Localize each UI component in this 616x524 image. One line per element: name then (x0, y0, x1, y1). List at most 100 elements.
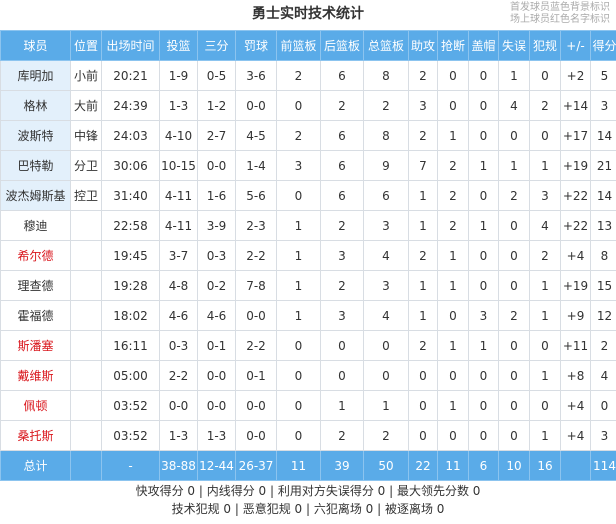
stat-cell: 03:52 (101, 390, 160, 421)
stat-cell: +4 (560, 390, 591, 421)
table-row: 穆迪 22:58 4-11 3-9 2-3 1 2 3 1 2 1 0 4 +22 13 (0, 210, 616, 241)
stat-cell: 0 (468, 270, 499, 301)
stat-cell: 2 (320, 420, 364, 451)
stat-cell: 0 (590, 390, 616, 421)
stat-cell: 4-10 (159, 120, 198, 151)
stat-cell: 2 (408, 60, 438, 91)
stat-cell: 3 (590, 420, 616, 451)
player-name[interactable]: 佩顿 (0, 390, 71, 421)
stat-cell: 3 (590, 90, 616, 121)
stat-cell: 1 (276, 240, 321, 271)
footer-line: 技术犯规 0 | 恶意犯规 0 | 六犯离场 0 | 被逐离场 0 (171, 502, 445, 516)
stat-cell: 0 (529, 120, 561, 151)
total-cell: 26-37 (235, 450, 277, 481)
stat-cell: 14 (590, 180, 616, 211)
stat-cell: 2-3 (235, 210, 277, 241)
stat-cell: 8 (363, 60, 409, 91)
player-name[interactable]: 霍福德 (0, 300, 71, 331)
stat-cell: +4 (560, 240, 591, 271)
stat-cell: 2 (529, 90, 561, 121)
stat-cell: 0 (498, 390, 530, 421)
stat-cell: 0 (468, 360, 499, 391)
stat-cell: 0-0 (197, 150, 236, 181)
player-name[interactable]: 穆迪 (0, 210, 71, 241)
player-name[interactable]: 理查德 (0, 270, 71, 301)
player-name[interactable]: 库明加 (0, 60, 71, 91)
stat-cell: 3 (320, 240, 364, 271)
stat-cell: 0 (529, 60, 561, 91)
stat-cell: 4-6 (197, 300, 236, 331)
total-cell: 114 (590, 450, 616, 481)
stat-cell: 3 (320, 300, 364, 331)
stat-cell: 2 (590, 330, 616, 361)
stat-cell: 0-0 (235, 390, 277, 421)
stat-cell: 0 (437, 300, 469, 331)
stat-cell: 1 (529, 300, 561, 331)
stat-cell: 0 (276, 420, 321, 451)
stat-cell: 3-9 (197, 210, 236, 241)
stat-cell: 控卫 (70, 180, 102, 211)
total-cell: 11 (437, 450, 469, 481)
total-cell (70, 450, 102, 481)
stat-cell: 0 (363, 330, 409, 361)
stat-cell: 0 (468, 60, 499, 91)
stat-cell: 1 (498, 150, 530, 181)
stat-cell: 2 (320, 210, 364, 241)
stat-cell: 0 (468, 420, 499, 451)
stat-cell: 1 (529, 150, 561, 181)
stat-cell: 0 (468, 120, 499, 151)
stat-cell: 5 (590, 60, 616, 91)
stat-cell: 1 (437, 270, 469, 301)
stat-cell: 3 (529, 180, 561, 211)
player-name[interactable]: 巴特勒 (0, 150, 71, 181)
stat-cell: 15 (590, 270, 616, 301)
stat-cell: 分卫 (70, 150, 102, 181)
total-cell: 38-88 (159, 450, 198, 481)
player-name[interactable]: 格林 (0, 90, 71, 121)
total-cell: 16 (529, 450, 561, 481)
stat-cell: 3 (363, 210, 409, 241)
stat-cell: 6 (363, 180, 409, 211)
table-row: 巴特勒 分卫 30:06 10-15 0-0 1-4 3 6 9 7 2 1 1 1 +19 21 (0, 150, 616, 181)
player-name[interactable]: 波杰姆斯基 (0, 180, 71, 211)
player-name[interactable]: 桑托斯 (0, 420, 71, 451)
column-header: 前篮板 (276, 30, 321, 61)
footer-line: 快攻得分 0 | 内线得分 0 | 利用对方失误得分 0 | 最大领先分数 0 (135, 484, 481, 498)
stat-cell: 4 (590, 360, 616, 391)
stat-cell: 4 (363, 240, 409, 271)
player-name[interactable]: 戴维斯 (0, 360, 71, 391)
stat-cell: 1 (320, 390, 364, 421)
stat-cell: 0 (276, 390, 321, 421)
stat-cell: 1 (468, 330, 499, 361)
player-name[interactable]: 波斯特 (0, 120, 71, 151)
total-cell: - (101, 450, 160, 481)
stat-cell: 0 (320, 360, 364, 391)
column-header: 得分 (590, 30, 616, 61)
stat-cell: 24:03 (101, 120, 160, 151)
stat-cell: 2 (408, 330, 438, 361)
player-name[interactable]: 希尔德 (0, 240, 71, 271)
player-name[interactable]: 斯潘塞 (0, 330, 71, 361)
stat-cell: 1 (408, 300, 438, 331)
stat-cell: 3 (363, 270, 409, 301)
stat-cell: 0 (498, 270, 530, 301)
stat-cell: 0-1 (197, 330, 236, 361)
stat-cell: +22 (560, 180, 591, 211)
stat-cell: 3 (408, 90, 438, 121)
stat-cell: 7 (408, 150, 438, 181)
stat-cell: 0 (408, 390, 438, 421)
stat-cell: 14 (590, 120, 616, 151)
stat-cell: 1 (437, 330, 469, 361)
stat-cell: 1 (529, 420, 561, 451)
column-header: 后篮板 (320, 30, 364, 61)
stat-cell: 03:52 (101, 420, 160, 451)
total-cell: 12-44 (197, 450, 236, 481)
stat-cell: 0-5 (197, 60, 236, 91)
table-row: 波斯特 中锋 24:03 4-10 2-7 4-5 2 6 8 2 1 0 0 0 +17 14 (0, 120, 616, 151)
stat-cell (70, 420, 102, 451)
stat-cell: 24:39 (101, 90, 160, 121)
column-header: 球员 (0, 30, 71, 61)
stat-cell: 0 (468, 180, 499, 211)
stat-cell: 0 (408, 360, 438, 391)
header-row: 球员 位置 出场时间 投篮 三分 罚球 前篮板 后篮板 总篮板 助攻 抢断 盖帽 失误 犯规 +/- 得分 (0, 30, 616, 61)
